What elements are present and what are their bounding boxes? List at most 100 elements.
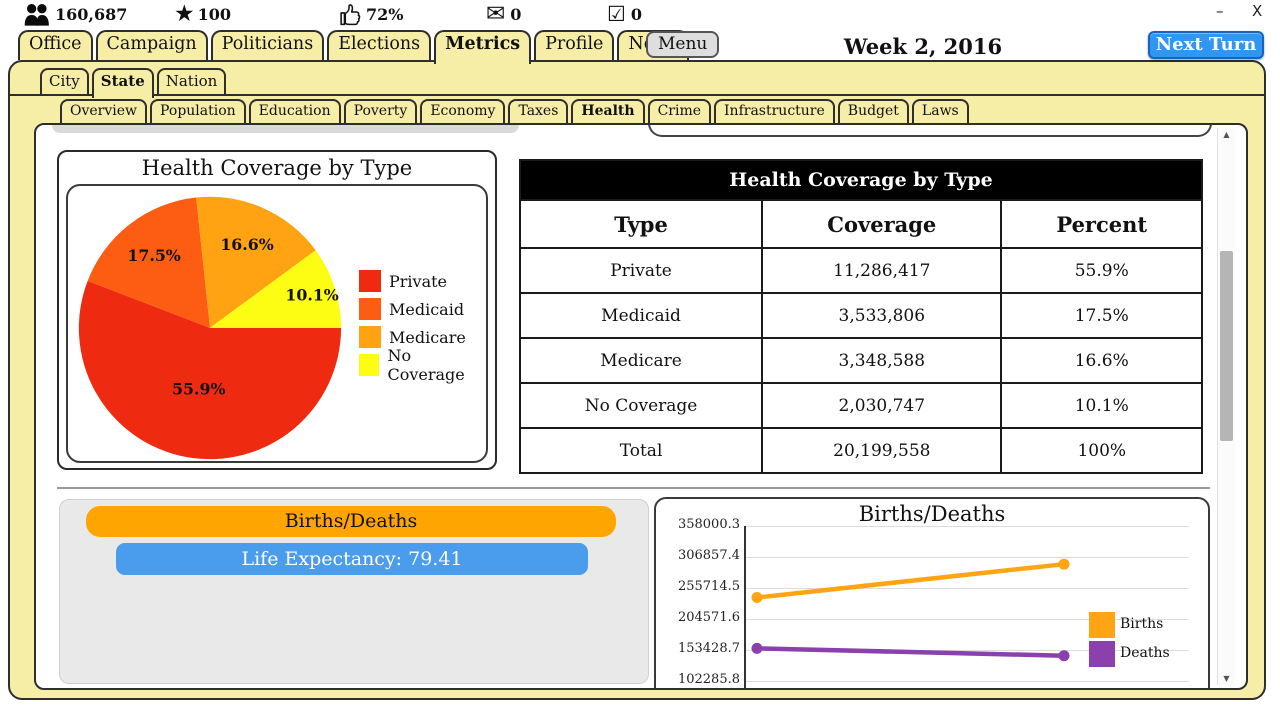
- metric-tab-laws[interactable]: Laws: [911, 99, 969, 123]
- legend-swatch: [359, 298, 381, 320]
- y-axis-tick-label: 102285.8: [677, 672, 740, 687]
- column-header: Coverage: [761, 199, 1003, 249]
- table-row: Private 11,286,417 55.9%: [518, 247, 1203, 294]
- tasks-value: 0: [630, 4, 642, 24]
- y-axis-tick-label: 358000.3: [677, 517, 740, 532]
- metric-tab-economy[interactable]: Economy: [420, 99, 506, 123]
- tab-politicians[interactable]: Politicians: [210, 30, 325, 60]
- scrollbar-thumb[interactable]: [1220, 251, 1233, 441]
- approval-value: 72%: [366, 4, 404, 24]
- pie-legend: Private Medicaid Medicare No Coverage: [359, 270, 486, 384]
- y-axis-tick-label: 306857.4: [677, 548, 740, 563]
- births-data-point: [1058, 558, 1070, 570]
- tab-metrics[interactable]: Metrics: [434, 30, 532, 64]
- messages-stat: ✉ 0: [486, 1, 521, 27]
- metric-tab-overview[interactable]: Overview: [60, 99, 148, 123]
- scroll-down-arrow-icon[interactable]: ▼: [1223, 674, 1230, 683]
- pie-slice-label: 16.6%: [220, 235, 273, 254]
- next-turn-button[interactable]: Next Turn: [1148, 31, 1264, 59]
- legend-label: No Coverage: [387, 346, 465, 384]
- column-header: Type: [518, 199, 764, 249]
- scroll-up-arrow-icon[interactable]: ▲: [1223, 130, 1230, 139]
- table-cell: 10.1%: [1000, 382, 1203, 429]
- scrolled-panel-remnant-left: [52, 125, 519, 133]
- deaths-data-point: [1058, 650, 1070, 662]
- tasks-stat: ☑ 0: [607, 1, 642, 27]
- content-panel: Health Coverage by Type 55.9% 17.5% 16.6% 1…: [34, 123, 1248, 690]
- menu-bar: Menu: [642, 30, 720, 58]
- table-cell: Medicaid: [518, 292, 764, 339]
- pie-slice-label: 17.5%: [127, 246, 180, 265]
- subtab-divider: [10, 94, 1264, 96]
- table-cell: 17.5%: [1000, 292, 1203, 339]
- close-button[interactable]: X: [1252, 2, 1263, 20]
- table-row: Medicare 3,348,588 16.6%: [518, 337, 1203, 384]
- metric-tab-budget[interactable]: Budget: [837, 99, 909, 123]
- metric-tab-poverty[interactable]: Poverty: [343, 99, 418, 123]
- table-cell: 55.9%: [1000, 247, 1203, 294]
- legend-item: Medicaid: [359, 298, 486, 320]
- metric-tab-population[interactable]: Population: [150, 99, 246, 123]
- table-cell: 2,030,747: [761, 382, 1003, 429]
- legend-swatch: [359, 326, 381, 348]
- table-cell: Total: [518, 427, 764, 474]
- approval-stat: 72%: [338, 1, 403, 27]
- stars-value: 100: [197, 4, 232, 24]
- table-cell: Medicare: [518, 337, 764, 384]
- legend-swatch: [1089, 612, 1115, 638]
- gridline: [745, 588, 1189, 589]
- stars-stat: ★ 100: [174, 1, 231, 27]
- legend-label: Births: [1120, 616, 1164, 632]
- region-tab-state[interactable]: State: [91, 68, 154, 98]
- legend-label: Deaths: [1120, 645, 1170, 661]
- table-cell: Private: [518, 247, 764, 294]
- metric-tab-crime[interactable]: Crime: [647, 99, 712, 123]
- tab-elections[interactable]: Elections: [327, 30, 432, 60]
- gridline: [745, 650, 1189, 651]
- legend-item: Private: [359, 270, 486, 292]
- line-chart: [751, 558, 1070, 662]
- pie-chart-frame: 55.9% 17.5% 16.6% 10.1% Private Medicaid Medi…: [66, 184, 488, 463]
- births-deaths-button[interactable]: Births/Deaths: [86, 506, 616, 537]
- legend-swatch: [359, 270, 381, 292]
- legend-item: No Coverage: [359, 346, 486, 384]
- section-divider: [57, 487, 1210, 489]
- births-data-point: [751, 592, 763, 603]
- metric-tab-taxes[interactable]: Taxes: [508, 99, 569, 123]
- table-cell: 3,348,588: [761, 337, 1003, 384]
- pie-chart: 55.9% 17.5% 16.6% 10.1%: [78, 196, 342, 460]
- life-expectancy-button[interactable]: Life Expectancy: 79.41: [116, 543, 588, 575]
- legend-swatch: [359, 354, 380, 376]
- births-line: [756, 561, 1065, 600]
- legend-label: Medicare: [389, 327, 466, 347]
- tab-profile[interactable]: Profile: [534, 30, 615, 60]
- tab-campaign[interactable]: Campaign: [95, 30, 208, 60]
- table-cell: 11,286,417: [761, 247, 1003, 294]
- pie-chart-panel: Health Coverage by Type 55.9% 17.5% 16.6% 1…: [57, 150, 497, 470]
- coverage-table: Health Coverage by Type Type Coverage Perc…: [518, 159, 1203, 474]
- metric-tab-education[interactable]: Education: [248, 99, 341, 123]
- region-tab-nation[interactable]: Nation: [156, 68, 227, 94]
- ballot-icon: ☑: [607, 1, 626, 26]
- vital-stats-panel: Births/Deaths Life Expectancy: 79.41: [59, 499, 649, 684]
- line-chart-panel: Births/Deaths 358000.3 306857.4 255714.5 20…: [654, 497, 1210, 688]
- main-panel: City State Nation Overview Population Educat…: [8, 60, 1266, 700]
- envelope-icon: ✉: [486, 0, 506, 27]
- minimize-button[interactable]: –: [1216, 2, 1224, 20]
- messages-value: 0: [510, 4, 522, 24]
- thumbs-up-icon: [340, 3, 361, 25]
- pie-slice-medicaid: [87, 197, 210, 328]
- column-header: Percent: [1000, 199, 1203, 249]
- table-row: Total 20,199,558 100%: [518, 427, 1203, 474]
- tab-office[interactable]: Office: [18, 30, 93, 60]
- table-cell: No Coverage: [518, 382, 764, 429]
- vertical-scrollbar[interactable]: ▲ ▼: [1217, 128, 1235, 685]
- legend-label: Medicaid: [389, 299, 465, 319]
- table-cell: 3,533,806: [761, 292, 1003, 339]
- table-title: Health Coverage by Type: [519, 159, 1203, 201]
- region-tab-city[interactable]: City: [40, 68, 89, 94]
- menu-button[interactable]: Menu: [646, 31, 720, 58]
- metric-tab-infrastructure[interactable]: Infrastructure: [714, 99, 835, 123]
- metric-tab-health[interactable]: Health: [571, 99, 645, 123]
- pie-slice-no-coverage: [209, 250, 342, 328]
